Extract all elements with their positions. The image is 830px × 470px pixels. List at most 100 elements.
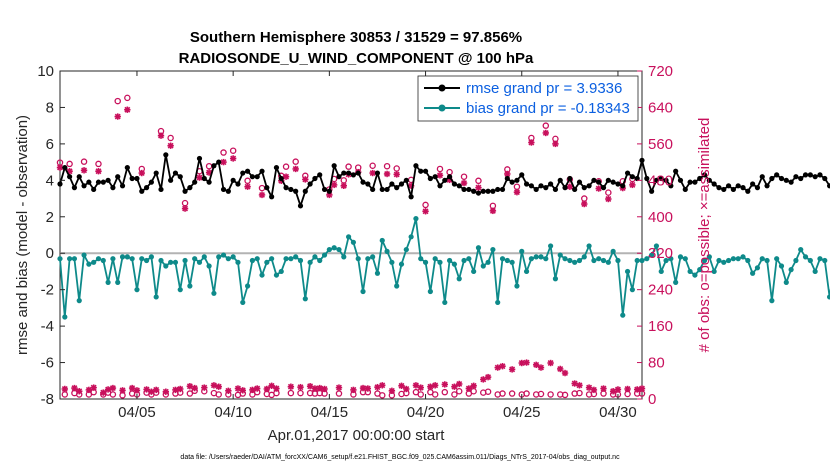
bias-point — [283, 256, 289, 262]
obs-assimilated-stroke — [470, 382, 477, 389]
obs-assimilated-marker — [282, 173, 290, 180]
obs-assimilated-stroke — [417, 384, 424, 391]
bias-point — [495, 299, 501, 306]
x-tick-label: 04/15 — [311, 404, 349, 421]
obs-assimilated-marker — [403, 385, 410, 393]
obs-assimilated-marker — [273, 385, 280, 392]
rmse-point — [350, 172, 357, 178]
bias-point — [187, 283, 193, 289]
y-tick-label-right: 480 — [648, 172, 673, 189]
obs-assimilated-stroke — [133, 387, 140, 394]
rmse-point — [321, 186, 328, 193]
rmse-point — [302, 188, 308, 194]
obs-assimilated-stroke — [437, 172, 443, 179]
rmse-point — [312, 175, 318, 182]
obs-assimilated-marker — [85, 386, 93, 394]
rmse-point — [605, 177, 611, 183]
obs-assimilated-stroke — [480, 376, 487, 383]
y-tick-label-right: 640 — [648, 99, 673, 116]
rmse-point — [677, 177, 684, 183]
obs-assimilated-stroke — [167, 142, 174, 149]
bias-point — [769, 298, 775, 304]
rmse-point — [269, 194, 275, 200]
obs-possible-marker — [345, 163, 352, 170]
obs-assimilated-marker — [581, 200, 588, 208]
rmse-point — [379, 186, 385, 193]
bias-point — [596, 256, 602, 262]
obs-assimilated-stroke — [369, 170, 376, 177]
bias-point — [759, 256, 765, 262]
bias-point — [350, 239, 357, 245]
obs-assimilated-marker — [80, 167, 88, 174]
obs-assimilated-stroke — [158, 132, 164, 139]
rmse-point — [182, 188, 188, 194]
y-tick-label-right: 560 — [648, 136, 673, 153]
rmse-point — [86, 179, 92, 185]
rmse-point — [336, 174, 342, 180]
obs-assimilated-marker — [460, 179, 468, 187]
rmse-point — [168, 177, 174, 183]
obs-assimilated-marker — [465, 385, 473, 392]
rmse-point — [71, 185, 78, 191]
obs-assimilated-marker — [76, 388, 83, 395]
obs-assimilated-marker — [576, 382, 583, 389]
bias-point — [649, 252, 655, 258]
obs-assimilated-stroke — [504, 170, 511, 177]
rmse-point — [538, 183, 544, 189]
obs-assimilated-marker — [427, 383, 434, 390]
obs-assimilated-stroke — [109, 385, 116, 392]
rmse-point — [750, 181, 756, 187]
bias-point — [67, 256, 73, 262]
bias-point — [572, 259, 578, 265]
rmse-point — [355, 170, 361, 176]
rmse-point — [105, 177, 111, 183]
obs-assimilated-stroke — [186, 383, 193, 390]
rmse-point — [596, 179, 602, 185]
legend-bias-label: bias grand pr = -0.18343 — [466, 100, 630, 117]
rmse-point — [187, 185, 193, 191]
rmse-point — [447, 174, 453, 180]
obs-assimilated-marker — [191, 384, 198, 392]
obs-assimilated-marker — [388, 387, 396, 394]
obs-possible-marker — [287, 389, 295, 397]
bias-point — [139, 256, 145, 262]
rmse-point — [600, 185, 607, 191]
rmse-point — [95, 179, 102, 185]
obs-assimilated-marker — [167, 142, 174, 149]
rmse-point — [365, 181, 371, 187]
rmse-point — [244, 168, 251, 174]
obs-assimilated-stroke — [138, 170, 145, 177]
bias-point — [620, 312, 626, 318]
rmse-point — [206, 179, 212, 185]
rmse-point — [567, 175, 573, 182]
rmse-point — [668, 183, 674, 189]
rmse-point — [418, 168, 424, 174]
bias-point — [514, 283, 520, 289]
rmse-point — [519, 172, 525, 178]
bias-point — [418, 256, 424, 262]
bias-point — [427, 288, 433, 295]
obs-assimilated-marker — [633, 386, 641, 393]
obs-assimilated-stroke — [76, 388, 83, 395]
bias-point — [490, 246, 496, 253]
bias-point — [398, 261, 405, 267]
rmse-point — [293, 188, 299, 194]
rmse-point — [100, 179, 106, 185]
x-axis-label: Apr.01,2017 00:00:00 start — [268, 427, 446, 444]
obs-assimilated-stroke — [350, 386, 357, 393]
rmse-point — [259, 168, 265, 174]
obs-assimilated-marker — [297, 383, 304, 391]
obs-assimilated-stroke — [114, 113, 121, 120]
obs-assimilated-marker — [124, 106, 131, 113]
rmse-point — [701, 172, 708, 178]
obs-assimilated-marker — [254, 385, 261, 392]
x-tick-label: 04/10 — [214, 404, 252, 421]
rmse-point — [370, 186, 376, 193]
rmse-point — [235, 181, 241, 187]
y-axis-label-left: rmse and bias (model - observation) — [14, 115, 31, 355]
obs-possible-marker — [460, 173, 468, 180]
bias-point — [673, 279, 679, 285]
obs-assimilated-stroke — [547, 360, 554, 366]
obs-assimilated-stroke — [427, 383, 434, 390]
obs-assimilated-stroke — [614, 386, 621, 393]
